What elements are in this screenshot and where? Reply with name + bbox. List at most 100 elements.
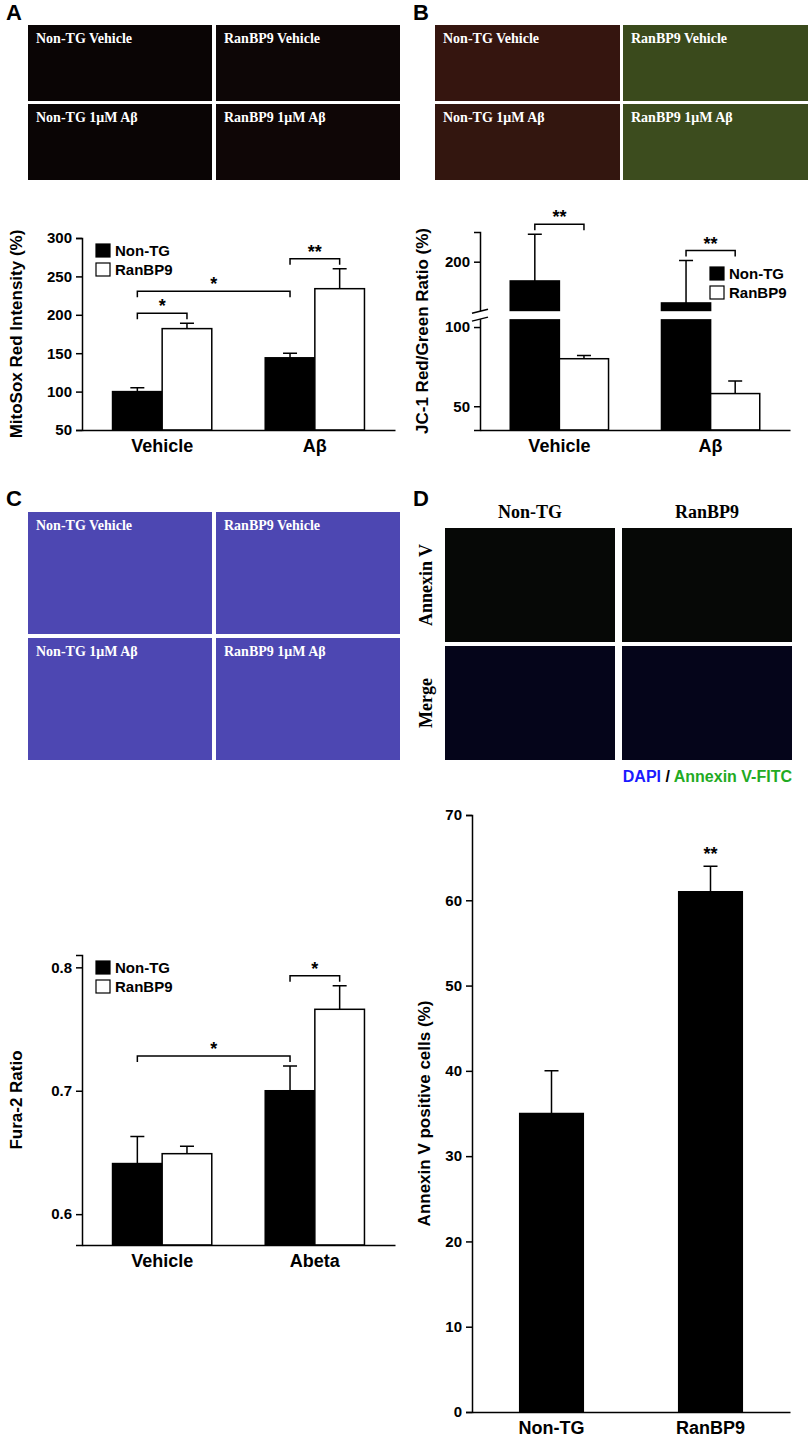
y-axis-title: MitoSox Red Intensity (%) [7, 230, 26, 439]
tick-mark [76, 967, 82, 969]
tick-label: 70 [445, 806, 462, 823]
tick-label: Abeta [290, 1251, 341, 1271]
image-label: Non-TG 1μM Aβ [36, 644, 138, 659]
tick-label: Non-TG [519, 1418, 585, 1438]
tick-mark [466, 815, 472, 817]
tick-mark [466, 985, 472, 987]
y-axis: 50100150200250300 [47, 229, 83, 438]
caption-part: DAPI [623, 768, 661, 785]
tick-label: Aβ [699, 436, 723, 456]
error-bar [130, 388, 144, 392]
tick: 250 [47, 268, 82, 285]
significance-label: ** [308, 242, 322, 262]
tick-mark [76, 276, 82, 278]
tick-label: 200 [47, 306, 72, 323]
tick-label: 200 [445, 253, 470, 270]
legend-label: RanBP9 [115, 261, 173, 278]
legend-label: Non-TG [729, 265, 784, 282]
tick: 300 [47, 229, 82, 246]
tick-label: 150 [47, 345, 72, 362]
tick-label: 100 [47, 383, 72, 400]
tick-label: Vehicle [131, 1251, 193, 1271]
bar [510, 281, 559, 430]
tick-label: 30 [445, 1147, 462, 1164]
x-axis: Vehicle Aβ [481, 430, 791, 456]
panel-letter: D [413, 486, 429, 511]
plot-area [510, 234, 760, 430]
micrograph [435, 25, 620, 101]
image-label: Non-TG Vehicle [36, 518, 132, 533]
micrograph [216, 104, 400, 180]
bar [162, 1154, 212, 1245]
annotation: ** [703, 844, 717, 864]
image-label: Non-TG Vehicle [443, 31, 539, 46]
tick: 70 [445, 806, 472, 823]
tick-label: 50 [445, 977, 462, 994]
bar [113, 1164, 163, 1245]
error-bar [180, 1146, 194, 1153]
tick-label: 250 [47, 268, 72, 285]
legend-label: Non-TG [115, 959, 170, 976]
plot-area [113, 269, 365, 430]
column-label: RanBP9 [675, 502, 739, 522]
micrograph [28, 638, 212, 760]
tick-label: 300 [47, 229, 72, 246]
tick: 50 [453, 398, 480, 415]
tick: Aβ [303, 430, 327, 456]
y-axis-title: Fura-2 Ratio [7, 1050, 26, 1149]
legend: Non-TG RanBP9 [96, 959, 173, 995]
tick-mark [466, 1326, 472, 1328]
micrograph [435, 104, 620, 180]
tick: 50 [445, 977, 472, 994]
axis-line [473, 1412, 791, 1414]
tick: Vehicle [528, 430, 590, 456]
micrograph [216, 512, 400, 634]
bar [265, 358, 315, 430]
significance-label: ** [704, 234, 718, 254]
legend-swatch [96, 263, 110, 276]
bar [711, 394, 760, 430]
tick: 200 [47, 306, 82, 323]
significance-label: * [311, 959, 318, 979]
tick-mark [76, 430, 82, 432]
y-axis-title: Annexin V positive cells (%) [415, 1001, 434, 1227]
tick: 60 [445, 892, 472, 909]
significance-label: * [210, 1039, 217, 1059]
axis-line [83, 430, 396, 432]
tick-mark [466, 900, 472, 902]
image-label: RanBP9 Vehicle [224, 518, 320, 533]
caption-part: / [661, 768, 674, 785]
plot-area [113, 986, 365, 1245]
legend-swatch [96, 244, 110, 257]
plot-area [520, 866, 743, 1412]
x-axis: Non-TG RanBP9 [473, 1412, 791, 1438]
error-bar [679, 261, 693, 303]
micrograph [28, 512, 212, 634]
tick-mark [76, 353, 82, 355]
bar [315, 1009, 365, 1245]
bar [679, 892, 743, 1412]
tick-label: 0.8 [51, 959, 72, 976]
caption: DAPI / Annexin V-FITC [623, 768, 793, 785]
axis-line [474, 233, 481, 431]
axis-break-line [472, 309, 488, 313]
tick-mark [76, 1090, 82, 1092]
image-label: Non-TG 1μM Aβ [443, 110, 545, 125]
tick-mark [76, 1214, 82, 1216]
tick: 0 [454, 1403, 472, 1420]
legend-label: RanBP9 [115, 978, 173, 995]
error-bar [130, 1136, 144, 1163]
tick: 100 [47, 383, 82, 400]
error-bar [728, 381, 742, 394]
tick-label: Vehicle [131, 436, 193, 456]
micrograph [622, 528, 792, 642]
tick-label: Aβ [303, 436, 327, 456]
tick: 10 [445, 1318, 472, 1335]
error-bar [528, 234, 542, 281]
y-axis: 010203040506070 [445, 806, 472, 1420]
panel-letter: B [413, 0, 429, 25]
tick: Abeta [290, 1245, 341, 1271]
tick: RanBP9 [676, 1412, 745, 1438]
tick: 40 [445, 1062, 472, 1079]
micrograph [216, 638, 400, 760]
